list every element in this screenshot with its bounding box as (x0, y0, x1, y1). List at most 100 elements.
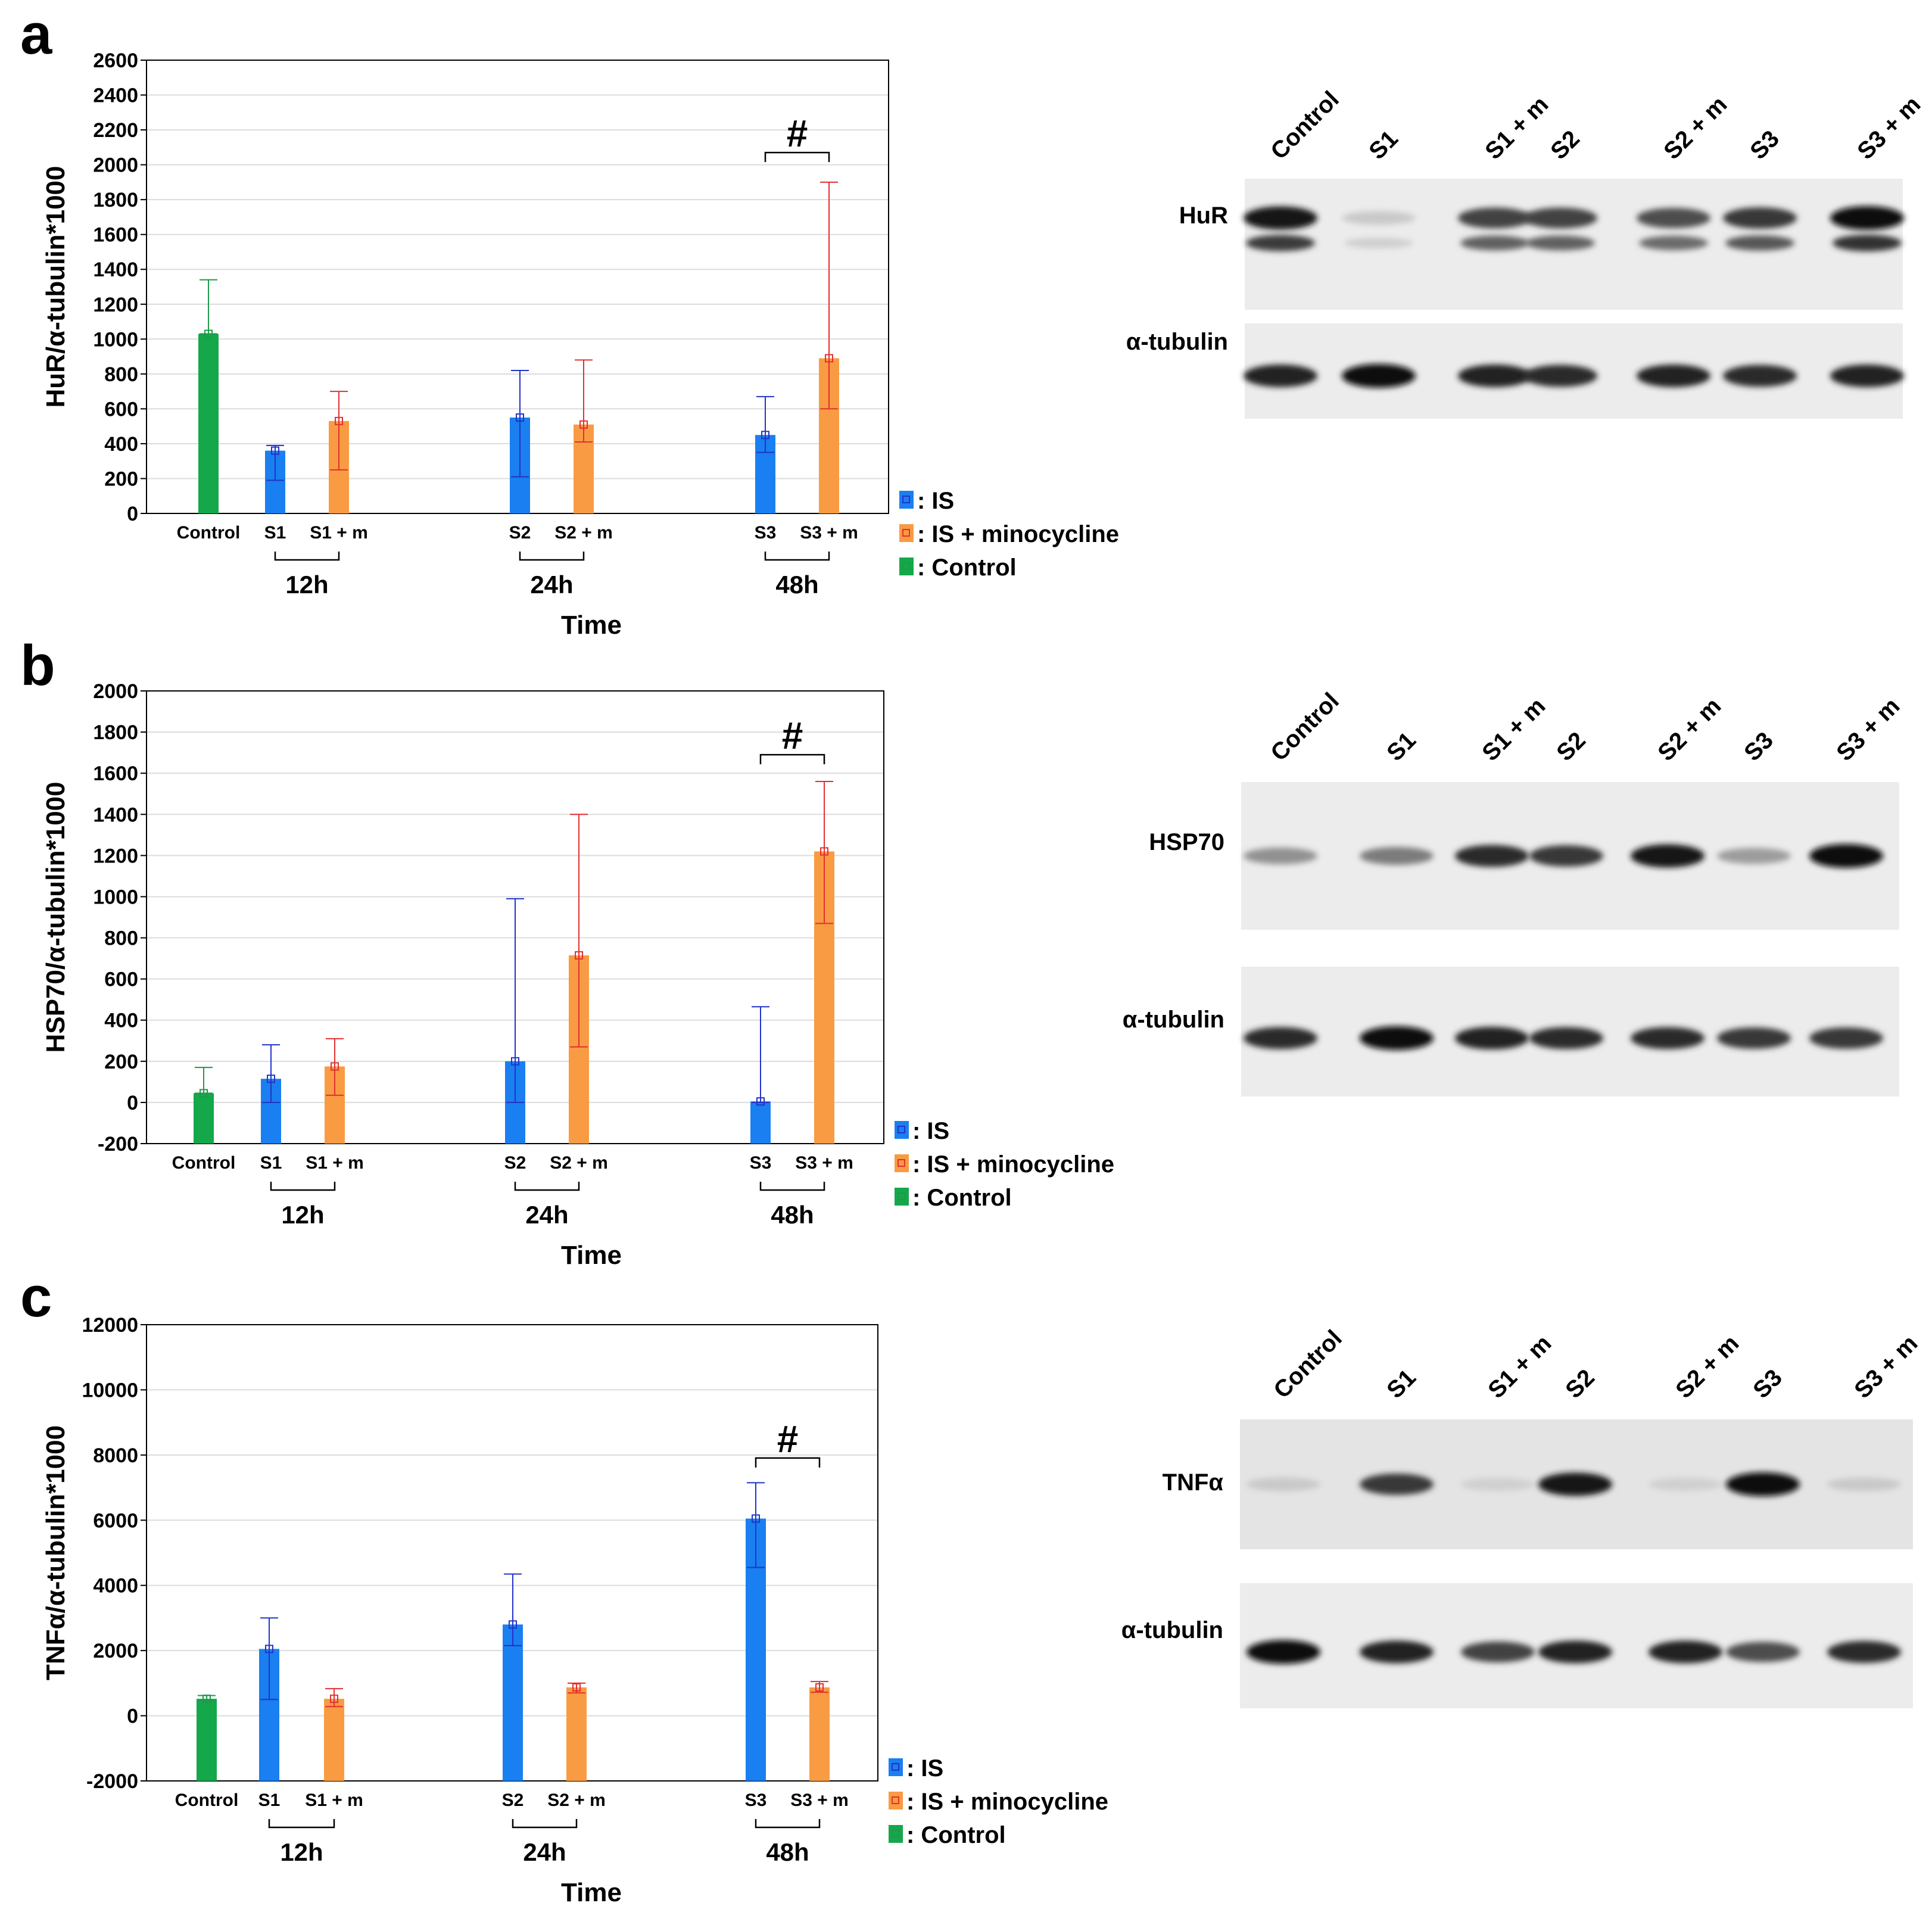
blot-band (1461, 1642, 1535, 1662)
error-bar (820, 181, 838, 410)
lane-label: S1 (1382, 727, 1421, 767)
legend-entry: : Control (912, 1185, 1012, 1211)
error-bar (570, 814, 588, 1048)
bar-control (194, 1093, 214, 1144)
significance-bracket (759, 753, 825, 765)
mean-marker (752, 1514, 760, 1523)
blot-band (1247, 1640, 1320, 1664)
blot-band (1538, 1472, 1612, 1496)
mean-marker (756, 1097, 765, 1106)
blot-band (1244, 848, 1317, 864)
y-tick-label: 2600 (93, 49, 138, 72)
blot-band (1723, 365, 1797, 387)
legend: : IS: IS + minocycline: Control (899, 488, 1119, 581)
blot-band (1523, 365, 1597, 387)
legend: : IS: IS + minocycline: Control (895, 1118, 1114, 1211)
y-tick-label: 800 (104, 363, 138, 386)
lane-label: S3 (1739, 727, 1778, 767)
y-tick-label: 1200 (93, 294, 138, 316)
y-tick-label: 4000 (93, 1575, 138, 1597)
error-bar (747, 1482, 765, 1568)
blot-row-label: α-tubulin (1123, 1007, 1224, 1033)
y-tick-label: 1800 (93, 189, 138, 211)
blot-band (1726, 1472, 1800, 1496)
lane-label: S1 + m (1477, 693, 1550, 766)
blot-band (1461, 1477, 1535, 1491)
category-label: S3 (755, 523, 777, 543)
legend-swatch (899, 491, 914, 509)
lane-label: Control (1266, 688, 1344, 767)
category-label: S2 (504, 1153, 526, 1173)
blot-band (1244, 365, 1317, 387)
lane-label: Control (1269, 1325, 1347, 1404)
y-tick-label: 0 (127, 1705, 138, 1728)
mean-marker (202, 1695, 211, 1703)
blot-band (1809, 844, 1883, 868)
category-label: S2 + m (554, 523, 613, 543)
blot-band (1529, 845, 1603, 867)
legend-entry: : IS (917, 488, 954, 514)
y-tick-label: -200 (98, 1133, 138, 1156)
legend-swatch (889, 1825, 903, 1843)
y-tick-label: 1600 (93, 224, 138, 247)
group-bracket (512, 1819, 578, 1829)
blot-band (1538, 1640, 1612, 1664)
y-tick-label: 0 (127, 1092, 138, 1114)
error-bar (506, 898, 524, 1103)
panel-a: a 260024002200200018001600140012001000800… (20, 2, 1925, 640)
significance-marker: # (787, 112, 808, 155)
blot-row-label: HuR (1179, 203, 1228, 229)
lane-label: S3 + m (1831, 693, 1905, 766)
y-tick-label: 1400 (93, 803, 138, 826)
legend-entry: : IS (912, 1118, 949, 1144)
y-tick-label: 8000 (93, 1444, 138, 1467)
blot-band (1360, 1026, 1434, 1050)
bar-s2 (503, 1624, 523, 1781)
western-blot: Control S1 S1 + m S2 S2 + m S3 S3 + m HSP70 α-tu… (1123, 688, 1905, 1097)
blot-band (1523, 207, 1597, 229)
bar-control (198, 334, 219, 513)
y-tick-label: 1000 (93, 328, 138, 351)
panel-letter: c (20, 1265, 52, 1329)
lane-label: S2 (1551, 727, 1591, 767)
blot-row-label: HSP70 (1149, 829, 1224, 855)
plot-area: 2600240022002000180016001400120010008006… (93, 49, 889, 525)
error-bar (815, 781, 833, 924)
error-bar (198, 1695, 216, 1703)
blot-band (1360, 1640, 1434, 1664)
category-label: Control (177, 523, 241, 543)
category-label: S2 (502, 1790, 524, 1810)
significance-marker: # (777, 1418, 799, 1460)
y-tick-label: 200 (104, 1051, 138, 1073)
blot-band (1649, 1640, 1722, 1664)
category-label: S1 (260, 1153, 282, 1173)
category-label: S1 (264, 523, 286, 543)
lane-label: S1 (1382, 1365, 1421, 1404)
error-bar (756, 395, 774, 453)
y-tick-label: 1800 (93, 721, 138, 744)
mean-marker (572, 1683, 581, 1692)
y-axis-title: HuR/α-tubulin*1000 (41, 166, 70, 408)
legend-entry: : IS + minocycline (906, 1789, 1108, 1815)
blot-band (1649, 1477, 1722, 1491)
category-label: S3 (745, 1790, 767, 1810)
mean-marker (511, 1057, 519, 1066)
lane-label: S1 + m (1480, 91, 1553, 164)
group-label: 12h (280, 1838, 323, 1866)
group-bracket (755, 1819, 821, 1829)
group-label: 24h (530, 571, 573, 599)
bar-s1m (324, 1699, 344, 1781)
category-label: S2 + m (550, 1153, 608, 1173)
error-bar (326, 1038, 344, 1096)
error-bar (504, 1573, 522, 1646)
y-tick-label: 800 (104, 927, 138, 950)
western-blot: Control S1 S1 + m S2 S2 + m S3 S3 + m TNFα α-tub… (1121, 1325, 1922, 1708)
y-tick-label: 12000 (82, 1314, 138, 1337)
mean-marker (509, 1620, 517, 1629)
lane-label: S1 (1364, 126, 1403, 165)
legend-entry: : Control (906, 1822, 1006, 1848)
category-label: S1 + m (310, 523, 368, 543)
error-bar (262, 1044, 280, 1103)
legend-swatch (899, 524, 914, 542)
bar-s2m (566, 1687, 587, 1781)
